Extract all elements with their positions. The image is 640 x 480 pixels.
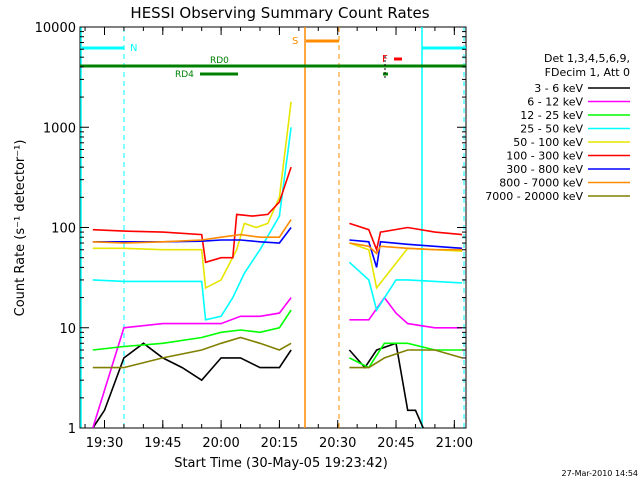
x-tick-label: 19:30 xyxy=(86,436,123,451)
legend-label-6: 300 - 800 keV xyxy=(506,163,583,176)
series-line-8 xyxy=(92,336,463,369)
series-line-2 xyxy=(92,309,463,369)
legend-header: Det 1,3,4,5,6,9, xyxy=(544,52,630,65)
legend-label-4: 50 - 100 keV xyxy=(513,136,583,149)
y-tick-label: 10000 xyxy=(35,21,76,36)
series-line-1 xyxy=(92,296,463,429)
x-tick-label: 19:45 xyxy=(144,436,181,451)
footer-date: 27-Mar-2010 14:54 xyxy=(562,469,639,478)
series-line-0 xyxy=(92,342,424,429)
axes-layer: 19:30 19:45 20:00 20:15 20:30 20:45 21:00 1 10 10… xyxy=(35,21,473,451)
x-axis-label: Start Time (30-May-05 19:23:42) xyxy=(174,456,388,471)
legend-header: FDecim 1, Att 0 xyxy=(545,66,630,79)
y-tick-label: 1000 xyxy=(43,121,76,136)
series-line-7 xyxy=(92,219,463,255)
legend-label-1: 6 - 12 keV xyxy=(527,96,583,109)
y-axis-label: Count Rate (s⁻¹ detector⁻¹) xyxy=(13,140,28,317)
legend-label-8: 7000 - 20000 keV xyxy=(485,190,583,203)
x-tick-label: 20:15 xyxy=(261,436,298,451)
legend-label-5: 100 - 300 keV xyxy=(506,150,583,163)
series-line-5 xyxy=(92,166,463,264)
series-line-4 xyxy=(92,101,463,290)
flag-label-n: N xyxy=(130,43,137,54)
legend-label-3: 25 - 50 keV xyxy=(520,123,583,136)
y-tick-label: 1 xyxy=(68,422,76,437)
chart-title: HESSI Observing Summary Count Rates xyxy=(130,4,429,22)
series-layer xyxy=(92,101,463,429)
y-tick-label: 100 xyxy=(51,222,76,237)
legend-label-2: 12 - 25 keV xyxy=(520,109,583,122)
legend-label-0: 3 - 6 keV xyxy=(534,82,583,95)
x-tick-label: 21:00 xyxy=(436,436,473,451)
flags-layer: N S RD0 RD4 F xyxy=(80,27,466,428)
flag-label-rd4: RD4 xyxy=(175,70,194,80)
y-tick-label: 10 xyxy=(59,322,76,337)
legend: Det 1,3,4,5,6,9,FDecim 1, Att 0 3 - 6 keV… xyxy=(485,52,630,203)
flag-label-rd0: RD0 xyxy=(210,56,229,66)
flag-label-f: F xyxy=(382,54,388,65)
legend-label-7: 800 - 7000 keV xyxy=(499,177,583,190)
x-tick-label: 20:00 xyxy=(202,436,239,451)
flag-label-s: S xyxy=(292,36,298,47)
x-tick-label: 20:45 xyxy=(377,436,414,451)
x-tick-label: 20:30 xyxy=(319,436,356,451)
series-line-3 xyxy=(92,127,463,321)
